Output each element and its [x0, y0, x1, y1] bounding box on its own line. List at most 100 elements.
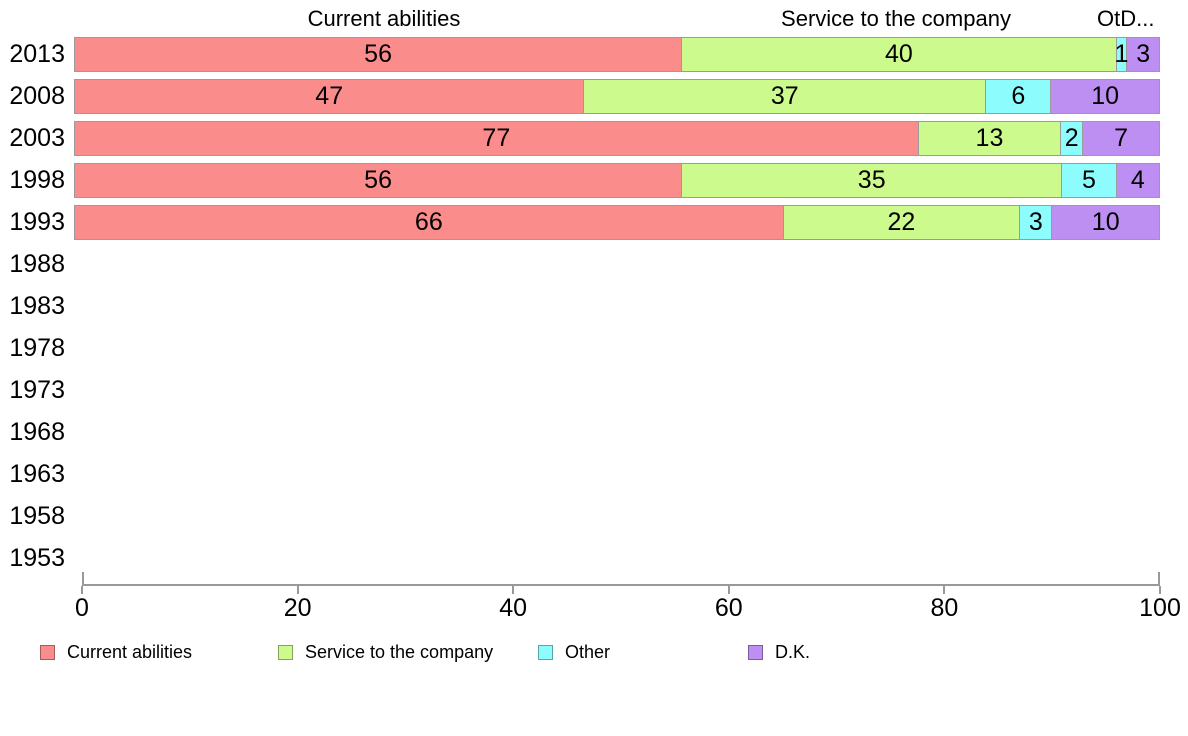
year-label: 1998 [9, 165, 65, 194]
bar-track: 56 35 5 4 [74, 162, 1160, 198]
bar-segment-other[interactable]: 1 [1114, 36, 1129, 72]
bar-segment-other[interactable]: 2 [1061, 120, 1084, 156]
legend-swatch [748, 644, 763, 660]
bar-value-label: 56 [364, 39, 392, 68]
bar-segment-service-to-the-company[interactable]: 13 [918, 120, 1062, 156]
x-axis-tick-label: 20 [283, 594, 312, 622]
x-axis-tick [943, 586, 946, 594]
year-label: 1978 [9, 333, 65, 362]
year-label: 1968 [9, 417, 65, 446]
bar-track [74, 289, 1160, 324]
year-label: 1983 [9, 291, 65, 320]
bar-segment-other[interactable]: 3 [1020, 204, 1053, 240]
bar-value-label: 77 [482, 123, 511, 152]
bar-segment-d-k[interactable]: 10 [1051, 78, 1160, 114]
bar-value-label: 40 [884, 39, 913, 68]
bar-segment-service-to-the-company[interactable]: 35 [682, 162, 1063, 198]
chart-row: 1968 [0, 411, 1188, 453]
bar-value-label: 47 [315, 81, 344, 110]
bar-segment-current-abilities[interactable]: 56 [74, 162, 683, 198]
bar-segment-current-abilities[interactable]: 77 [74, 120, 919, 156]
x-axis: 0 20 40 60 80 100 [75, 572, 1181, 629]
x-axis-tick [1159, 586, 1161, 594]
year-label: 2013 [9, 39, 65, 68]
bar-segment-d-k[interactable]: 10 [1052, 204, 1160, 240]
legend-swatch [538, 644, 553, 660]
x-axis-tick [296, 586, 299, 594]
bar-value-label: 22 [887, 207, 916, 236]
x-axis-line [82, 572, 1160, 586]
bar-segment-d-k[interactable]: 4 [1116, 162, 1160, 198]
legend-label: Current abilities [67, 641, 193, 662]
bar-track [74, 247, 1160, 282]
year-label: 2008 [9, 81, 65, 110]
bar-value-label: 35 [857, 165, 886, 194]
year-label: 2003 [9, 123, 65, 152]
bar-value-label: 66 [414, 207, 443, 236]
chart-row: 1973 [0, 369, 1188, 411]
bar-track [74, 541, 1160, 576]
chart-row: 2008 47 37 6 10 [0, 75, 1188, 117]
bar-value-label: 1 [1114, 39, 1129, 68]
chart-row: 2003 77 13 2 7 [0, 117, 1188, 159]
bar-track: 47 37 6 10 [74, 78, 1160, 114]
x-axis-tick-label: 0 [75, 594, 89, 622]
bar-segment-d-k[interactable]: 7 [1083, 120, 1160, 156]
column-header-service-to-company: Service to the company [781, 6, 1011, 31]
x-axis-tick-label: 100 [1139, 594, 1181, 622]
x-axis-tick-label: 80 [930, 594, 959, 622]
legend-item-other[interactable]: Other [538, 637, 610, 667]
bar-value-label: 7 [1114, 123, 1129, 152]
x-axis-tick-label: 60 [714, 594, 743, 622]
bar-track [74, 373, 1160, 408]
chart-row: 1988 [0, 243, 1188, 285]
year-label: 1963 [9, 459, 65, 488]
year-label: 1973 [9, 375, 65, 404]
bar-track: 56 40 1 3 [74, 36, 1160, 72]
chart-row: 1978 [0, 327, 1188, 369]
legend-item-current-abilities[interactable]: Current abilities [40, 637, 192, 667]
year-label: 1993 [9, 207, 65, 236]
bar-segment-service-to-the-company[interactable]: 22 [783, 204, 1021, 240]
legend-swatch [278, 644, 293, 660]
chart-row: 1963 [0, 453, 1188, 495]
bar-track: 77 13 2 7 [74, 120, 1160, 156]
bar-track [74, 415, 1160, 450]
bar-value-label: 10 [1091, 207, 1120, 236]
bar-segment-service-to-the-company[interactable]: 37 [584, 78, 987, 114]
legend-item-service-to-the-company[interactable]: Service to the company [278, 637, 493, 667]
bar-segment-other[interactable]: 6 [986, 78, 1052, 114]
bar-value-label: 3 [1136, 39, 1151, 68]
plot-area: 2013 56 40 1 3 2008 47 37 6 10 2003 77 13 2 7 1998 56 35 5… [0, 33, 1188, 579]
year-label: 1988 [9, 249, 65, 278]
bar-segment-other[interactable]: 5 [1062, 162, 1117, 198]
legend: Current abilities Service to the company O… [0, 637, 1188, 667]
legend-item-d-k[interactable]: D.K. [748, 637, 810, 667]
bar-track [74, 331, 1160, 366]
bar-value-label: 2 [1064, 123, 1079, 152]
column-header-truncated: OtD... [1097, 6, 1155, 31]
legend-label: D.K. [775, 641, 811, 662]
bar-value-label: 10 [1091, 81, 1120, 110]
year-label: 1953 [9, 543, 65, 572]
bar-value-label: 6 [1011, 81, 1026, 110]
bar-value-label: 4 [1130, 165, 1145, 194]
bar-value-label: 5 [1081, 165, 1096, 194]
x-axis-tick [727, 586, 730, 594]
chart-row: 1953 [0, 537, 1188, 579]
column-header-current-abilities: Current abilities [307, 6, 461, 31]
chart-row: 1993 66 22 3 10 [0, 201, 1188, 243]
bar-segment-current-abilities[interactable]: 66 [74, 204, 784, 240]
bar-segment-service-to-the-company[interactable]: 40 [682, 36, 1117, 72]
bar-segment-current-abilities[interactable]: 47 [74, 78, 585, 114]
legend-label: Other [565, 641, 611, 662]
bar-segment-current-abilities[interactable]: 56 [74, 36, 683, 72]
year-label: 1958 [9, 501, 65, 530]
chart-row: 1998 56 35 5 4 [0, 159, 1188, 201]
bar-value-label: 56 [364, 165, 392, 194]
chart-row: 1983 [0, 285, 1188, 327]
legend-label: Service to the company [305, 641, 494, 662]
bar-value-label: 13 [975, 123, 1004, 152]
bar-segment-d-k[interactable]: 3 [1127, 36, 1160, 72]
